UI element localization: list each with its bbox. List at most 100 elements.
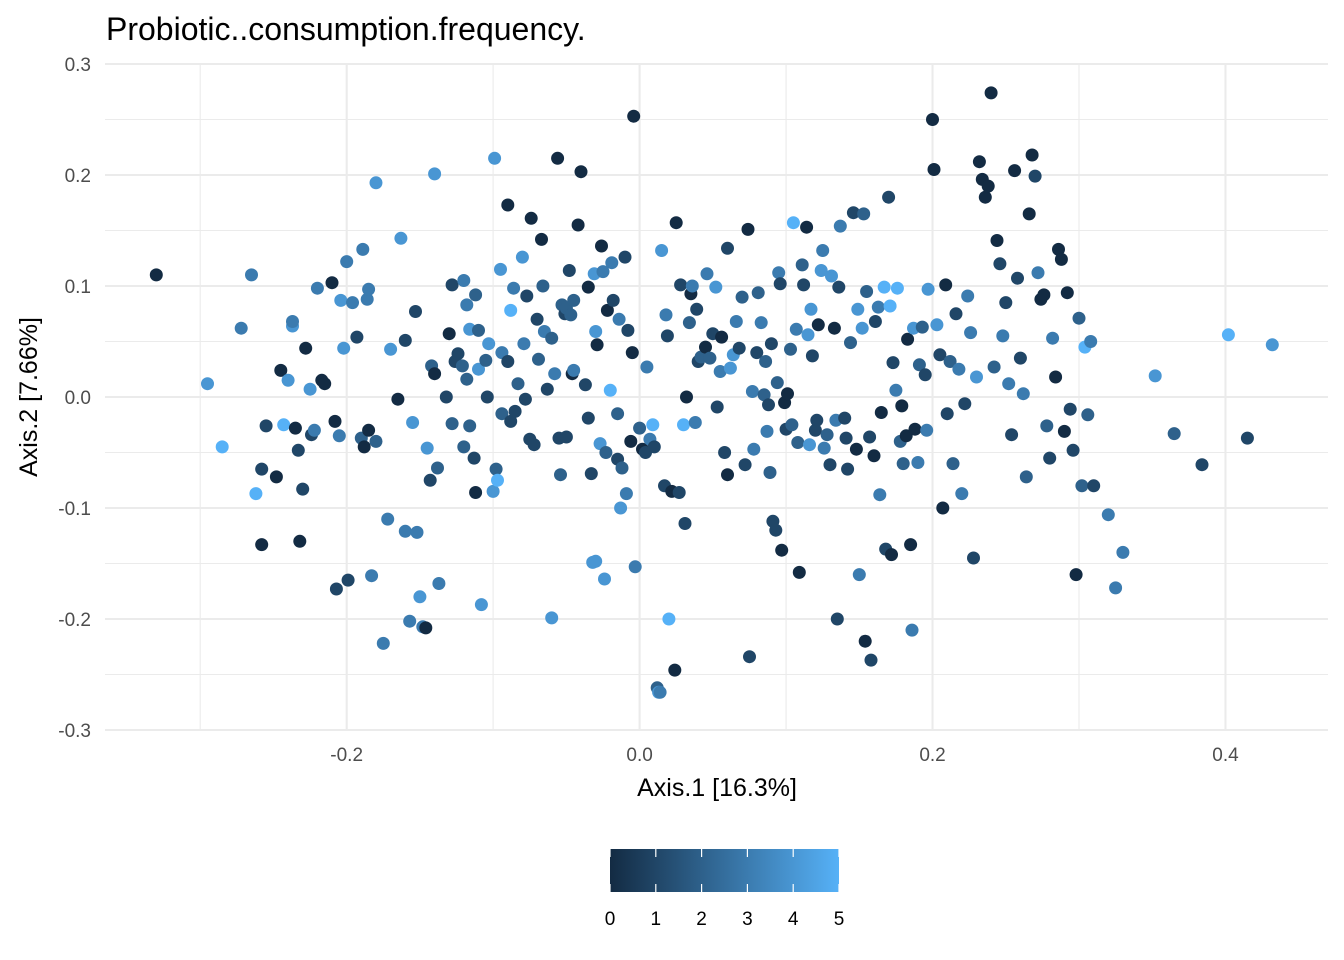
data-point xyxy=(596,265,610,279)
data-point xyxy=(852,568,866,582)
data-point xyxy=(291,443,305,457)
y-axis-title: Axis.2 [7.66%] xyxy=(15,317,43,477)
x-tick-label: 0.2 xyxy=(919,745,945,766)
data-point xyxy=(369,434,383,448)
data-point xyxy=(625,346,639,360)
data-point xyxy=(548,367,562,381)
data-point xyxy=(628,560,642,574)
data-point xyxy=(855,321,869,335)
data-point xyxy=(990,234,1004,247)
data-point xyxy=(838,411,852,425)
data-point xyxy=(750,346,764,360)
data-point xyxy=(933,348,947,362)
data-point xyxy=(460,298,474,312)
data-point xyxy=(621,323,635,337)
data-point xyxy=(445,417,459,431)
data-point xyxy=(946,457,960,471)
data-point xyxy=(1011,271,1024,285)
data-point xyxy=(817,441,831,455)
plot-grid xyxy=(105,62,1328,732)
data-point xyxy=(952,362,966,376)
data-point xyxy=(678,517,692,530)
data-point xyxy=(559,430,573,444)
data-point xyxy=(849,442,863,456)
colorbar-tick-label: 5 xyxy=(834,909,845,930)
data-point xyxy=(332,429,346,443)
data-point xyxy=(455,359,469,373)
data-point xyxy=(614,501,628,515)
data-point xyxy=(633,421,647,435)
data-point xyxy=(1025,148,1039,162)
data-point xyxy=(357,440,371,454)
data-point xyxy=(571,218,585,232)
data-point xyxy=(409,305,422,318)
data-point xyxy=(350,330,364,344)
data-point xyxy=(735,290,749,304)
data-point xyxy=(781,387,794,401)
data-point xyxy=(805,349,819,363)
data-point xyxy=(662,612,676,626)
data-point xyxy=(1167,427,1181,441)
data-point xyxy=(599,446,613,459)
data-point xyxy=(674,278,688,292)
data-point xyxy=(419,621,433,635)
data-point xyxy=(1087,479,1101,493)
colorbar-tick-label: 0 xyxy=(605,909,616,930)
data-point xyxy=(760,424,774,438)
colorbar-legend: 0 1 2 3 4 5 xyxy=(605,849,845,930)
data-point xyxy=(428,367,442,381)
data-point xyxy=(1037,288,1051,302)
data-point xyxy=(420,441,434,455)
data-point xyxy=(398,524,412,538)
data-point xyxy=(310,281,324,295)
data-point xyxy=(325,276,339,290)
data-point xyxy=(936,501,950,515)
data-point xyxy=(369,176,383,190)
data-point xyxy=(943,355,957,368)
data-point xyxy=(245,268,258,282)
data-point xyxy=(646,418,660,432)
data-point xyxy=(340,255,354,269)
data-point xyxy=(535,232,548,246)
data-point xyxy=(762,398,775,412)
colorbar-tick-label: 4 xyxy=(788,909,799,930)
data-point xyxy=(439,390,453,404)
data-point xyxy=(978,190,992,204)
data-point xyxy=(1057,424,1071,438)
data-point xyxy=(1081,408,1095,422)
data-point xyxy=(732,341,746,355)
data-point xyxy=(1060,286,1074,300)
data-point xyxy=(999,296,1013,310)
data-point xyxy=(469,486,483,499)
data-point xyxy=(833,219,847,233)
data-point xyxy=(346,296,359,310)
data-point xyxy=(482,337,496,351)
data-point xyxy=(743,650,756,664)
data-point xyxy=(949,307,963,321)
data-point xyxy=(655,244,669,257)
data-point xyxy=(536,279,550,293)
y-tick-label: -0.3 xyxy=(58,721,91,742)
data-point xyxy=(504,303,518,317)
data-point xyxy=(517,337,531,351)
data-point xyxy=(624,434,638,448)
data-point xyxy=(729,315,743,328)
data-point xyxy=(1013,351,1027,365)
data-point xyxy=(797,278,811,292)
data-point xyxy=(472,362,485,376)
data-point xyxy=(1028,169,1042,183)
data-point xyxy=(710,400,724,414)
data-point xyxy=(905,623,919,637)
data-point xyxy=(494,262,507,276)
data-point xyxy=(715,330,729,344)
data-point xyxy=(1016,387,1030,401)
data-point xyxy=(376,636,390,650)
data-point xyxy=(365,569,379,583)
x-tick-label: 0.4 xyxy=(1212,745,1239,766)
data-point xyxy=(709,280,723,294)
data-point xyxy=(889,383,903,397)
data-point xyxy=(754,316,768,330)
data-point xyxy=(474,598,488,612)
data-point xyxy=(863,430,877,444)
data-point xyxy=(874,406,888,419)
